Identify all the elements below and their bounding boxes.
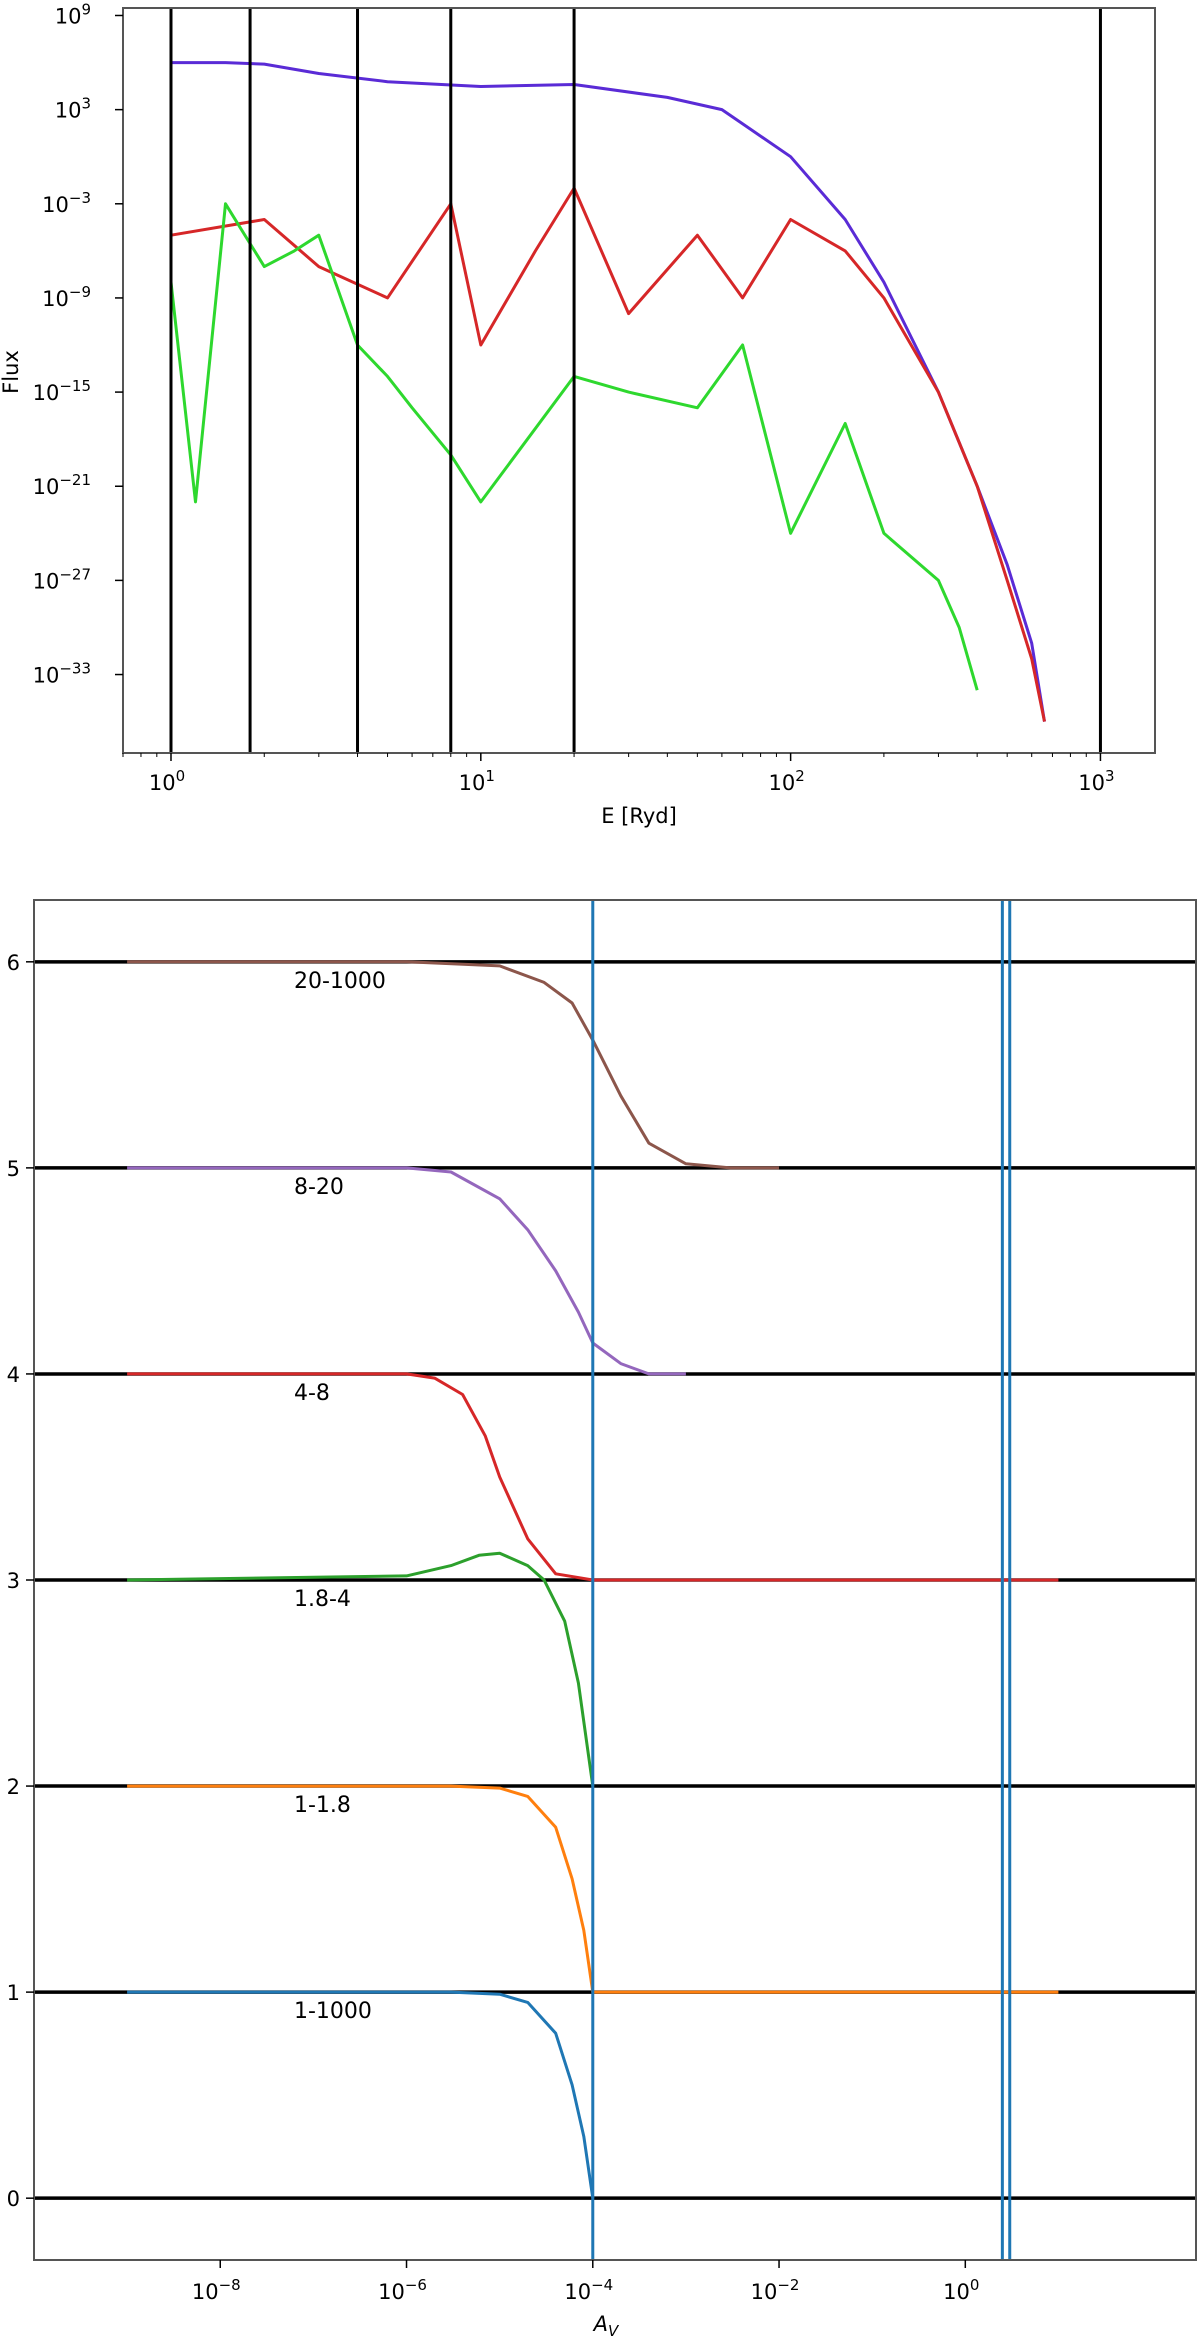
level-y-tick-label: 5 (7, 1157, 20, 1181)
flux-x-tick-label: 100 (149, 767, 185, 795)
band-label-1-1000: 1-1000 (294, 1999, 372, 2024)
flux-series-line-2 (170, 186, 1046, 722)
level-y-tick-label: 2 (7, 1775, 20, 1799)
av-x-tick-label-exp: −6 (405, 2276, 427, 2294)
flux-y-tick-label: 103 (55, 95, 91, 123)
flux-y-tick-label: 10−33 (33, 660, 91, 688)
flux-x-tick-label-exp: 1 (485, 767, 495, 785)
av-x-tick-label: 10−8 (192, 2276, 241, 2304)
level-y-ticks: 0 1 2 3 4 5 6 (7, 951, 34, 2211)
band-curve-1-1000 (127, 1990, 595, 2199)
flux-series-group (169, 61, 1046, 722)
flux-y-tick-label-exp: −3 (69, 189, 91, 207)
flux-y-tick-label-exp: −27 (59, 565, 91, 583)
av-x-tick-label: 10−4 (564, 2276, 613, 2304)
av-x-tick-label: 10−6 (378, 2276, 427, 2304)
flux-x-axis-label: E [Ryd] (601, 804, 677, 828)
av-x-tick-label-exp: 0 (970, 2276, 980, 2294)
flux-x-tick-label-base: 10 (768, 771, 795, 795)
av-x-tick-label-exp: −8 (219, 2276, 241, 2294)
av-x-tick-label-base: 10 (943, 2280, 970, 2304)
flux-x-ticks: 100 101 102 103 (122, 753, 1115, 795)
flux-x-tick-label-exp: 3 (1105, 767, 1115, 785)
flux-x-tick-label-base: 10 (149, 771, 176, 795)
flux-y-tick-label: 10−21 (33, 471, 91, 499)
flux-y-tick-label: 10−3 (42, 189, 91, 217)
flux-y-tick-label: 109 (55, 0, 91, 28)
flux-y-tick-label-base: 10 (55, 99, 82, 123)
av-x-tick-label-exp: −4 (591, 2276, 613, 2294)
flux-y-tick-label-exp: −33 (59, 660, 91, 678)
band-label-8-20: 8-20 (294, 1175, 344, 1200)
av-x-ticks: 10−8 10−6 10−4 10−2 100 (192, 2260, 979, 2304)
flux-x-tick-label-base: 10 (1078, 771, 1105, 795)
flux-x-tick-label: 103 (1078, 767, 1114, 795)
flux-y-tick-label: 10−27 (33, 565, 91, 593)
band-labels: 1-1000 1-1.8 1.8-4 4-8 8-20 20-1000 (294, 969, 386, 2024)
level-y-tick-label: 4 (7, 1363, 20, 1387)
flux-series-line-3 (169, 202, 979, 691)
flux-y-tick-label-base: 10 (33, 569, 60, 593)
flux-y-tick-label-base: 10 (42, 287, 69, 311)
band-label-1-1.8: 1-1.8 (294, 1793, 351, 1818)
energy-band-vlines (169, 8, 1102, 753)
level-y-tick-label: 6 (7, 951, 20, 975)
level-y-tick-label: 3 (7, 1569, 20, 1593)
flux-y-tick-label-base: 10 (33, 475, 60, 499)
band-curve-4-8 (127, 1372, 1059, 1582)
av-x-tick-label-base: 10 (378, 2280, 405, 2304)
band-label-1.8-4: 1.8-4 (294, 1587, 351, 1612)
flux-y-tick-label-exp: 9 (81, 0, 91, 18)
band-curve-1-1.8 (127, 1784, 1059, 1994)
av-x-tick-label: 100 (943, 2276, 979, 2304)
flux-y-tick-label-base: 10 (42, 193, 69, 217)
flux-y-tick-label: 10−9 (42, 283, 91, 311)
flux-x-tick-label-exp: 2 (795, 767, 805, 785)
av-x-tick-label-exp: −2 (777, 2276, 799, 2294)
av-x-axis-label: AV (592, 2312, 620, 2338)
flux-y-tick-label-base: 10 (55, 4, 82, 28)
flux-axes-frame (122, 7, 1156, 754)
flux-y-tick-label-exp: −21 (59, 471, 91, 489)
av-x-tick-label-base: 10 (192, 2280, 219, 2304)
flux-y-tick-label-exp: −15 (59, 377, 91, 395)
flux-x-tick-label-exp: 0 (176, 767, 186, 785)
flux-y-tick-label-base: 10 (33, 664, 60, 688)
av-x-tick-label-base: 10 (751, 2280, 778, 2304)
flux-series-line-1 (171, 61, 1046, 722)
flux-x-tick-label: 101 (459, 767, 495, 795)
flux-x-tick-label: 102 (768, 767, 804, 795)
av-vlines (591, 900, 1012, 2260)
band-label-4-8: 4-8 (294, 1381, 330, 1406)
flux-y-tick-label-exp: 3 (81, 95, 91, 113)
flux-x-tick-label-base: 10 (459, 771, 486, 795)
band-series-group (127, 960, 1059, 2199)
band-curve-1.8-4 (127, 1551, 595, 1787)
band-curve-8-20 (127, 1166, 686, 1376)
flux-y-tick-label-base: 10 (33, 381, 60, 405)
band-label-20-1000: 20-1000 (294, 969, 386, 994)
level-y-tick-label: 1 (7, 1981, 20, 2005)
av-x-tick-label: 10−2 (751, 2276, 800, 2304)
av-x-tick-label-base: 10 (564, 2280, 591, 2304)
level-y-tick-label: 0 (7, 2187, 20, 2211)
flux-y-tick-label-exp: −9 (69, 283, 91, 301)
flux-y-tick-label: 10−15 (33, 377, 91, 405)
flux-spectrum-panel: 100 101 102 103 10910310−310−910−1510−2110−… (0, 0, 1156, 828)
flux-y-axis-label: Flux (0, 350, 23, 394)
